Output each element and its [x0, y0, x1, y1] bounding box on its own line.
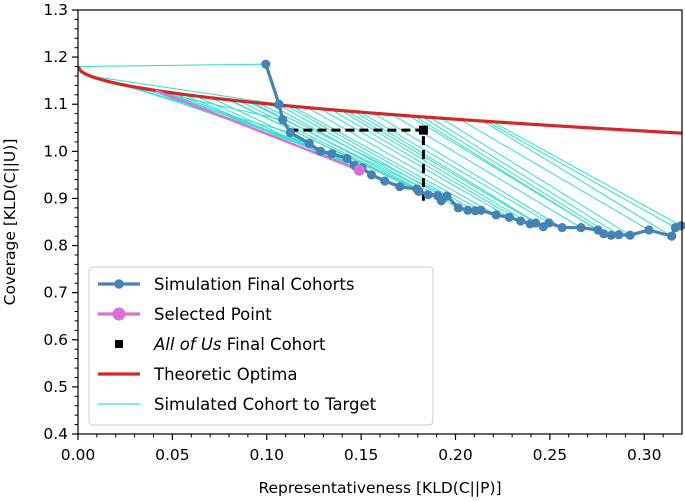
frontier-point [544, 218, 554, 228]
y-tick-label: 1.0 [43, 142, 68, 160]
frontier-point [342, 153, 352, 163]
target-line [482, 120, 672, 237]
frontier-point [599, 229, 609, 239]
y-tick-label: 1.3 [43, 1, 68, 19]
legend-label-all-of-us: All of Us Final Cohort [153, 335, 326, 354]
x-tick-label: 0.05 [155, 446, 190, 464]
target-line [354, 111, 544, 228]
target-line [486, 120, 676, 229]
frontier-point [625, 230, 635, 240]
frontier-point [274, 99, 284, 109]
legend-label-frontier: Simulation Final Cohorts [154, 275, 354, 294]
aou-marker-group [418, 125, 428, 135]
frontier-point [327, 149, 337, 159]
y-tick-label: 0.5 [43, 378, 68, 396]
y-tick-label: 0.4 [43, 425, 68, 443]
frontier-point [531, 218, 541, 228]
frontier-point [676, 221, 685, 231]
theoretic-optima-group [78, 65, 682, 135]
target-line [414, 115, 604, 235]
frontier-point [606, 230, 616, 240]
theoretic-optima-curve [78, 65, 682, 135]
frontier-point [476, 205, 486, 215]
frontier-point [315, 146, 326, 156]
y-tick-label: 0.8 [43, 237, 68, 255]
selected-line-group [154, 89, 360, 172]
frontier-point [285, 127, 295, 138]
frontier-point [516, 216, 526, 226]
frontier-point [395, 182, 405, 192]
y-tick-label: 0.6 [43, 331, 68, 349]
x-tick-label: 0.25 [533, 446, 568, 464]
target-line [90, 75, 280, 105]
y-tick-label: 0.7 [43, 284, 68, 302]
x-tick-label: 0.15 [344, 446, 379, 464]
frontier-point [557, 223, 567, 233]
target-line [441, 117, 631, 236]
legend-label-optima: Theoretic Optima [153, 365, 297, 384]
selected-target-line [154, 89, 360, 172]
frontier-point [304, 138, 314, 148]
x-tick-label: 0.10 [249, 446, 284, 464]
legend-aou-marker [115, 340, 123, 348]
frontier-point [453, 203, 463, 213]
x-axis-label: Representativeness [KLD(C||P)] [258, 479, 501, 497]
target-line [459, 119, 650, 231]
selected-marker-group [353, 164, 365, 176]
target-line [422, 116, 612, 236]
frontier-point [491, 210, 501, 220]
y-axis-label: Coverage [KLD(C||U)] [1, 139, 19, 306]
frontier-point [380, 176, 390, 186]
x-tick-label: 0.20 [438, 446, 473, 464]
legend-item-frontier: Simulation Final Cohorts [98, 275, 354, 294]
target-line [429, 116, 620, 236]
frontier-point [442, 191, 452, 201]
target-line [229, 99, 419, 192]
selected-point-marker [353, 164, 365, 176]
target-line [492, 121, 682, 227]
legend-item-target: Simulated Cohort to Target [98, 395, 377, 414]
y-tick-label: 1.1 [43, 95, 68, 113]
target-line [320, 108, 510, 218]
y-tick-label: 1.2 [43, 48, 68, 66]
frontier-point [278, 115, 288, 125]
target-line [331, 109, 521, 222]
x-axis: 0.00 0.05 0.10 0.15 0.20 0.25 0.30 [61, 434, 664, 464]
legend-item-optima: Theoretic Optima [98, 365, 297, 384]
frontier-point [614, 230, 624, 240]
legend-frontier-marker [114, 279, 124, 289]
frontier-point [667, 231, 677, 241]
frontier-point [414, 186, 424, 196]
target-line [341, 110, 531, 225]
legend-item-selected: Selected Point [98, 305, 272, 324]
all-of-us-marker [418, 125, 428, 135]
target-line [373, 112, 563, 229]
frontier-point [644, 225, 654, 235]
x-tick-label: 0.30 [627, 446, 662, 464]
frontier-point [576, 223, 586, 233]
frontier-point [366, 170, 377, 180]
y-tick-label: 0.9 [43, 189, 68, 207]
frontier-point [504, 212, 514, 222]
legend: Simulation Final Cohorts Selected Point … [88, 266, 434, 426]
legend-label-selected: Selected Point [154, 305, 272, 324]
frontier-group [261, 59, 685, 241]
frontier-point [423, 190, 433, 200]
legend-box [88, 266, 434, 426]
legend-label-target: Simulated Cohort to Target [154, 395, 377, 414]
frontier-point [463, 205, 473, 215]
target-line [239, 100, 429, 196]
legend-selected-marker [112, 307, 126, 321]
target-line [78, 63, 266, 68]
target-line [307, 107, 497, 216]
x-tick-label: 0.00 [61, 446, 96, 464]
frontier-point [261, 59, 271, 69]
y-axis: 0.4 0.5 0.6 0.7 0.8 0.9 1.0 1.1 1.2 1.3 [43, 1, 78, 443]
legend-item-all-of-us: All of Us Final Cohort [115, 335, 326, 354]
